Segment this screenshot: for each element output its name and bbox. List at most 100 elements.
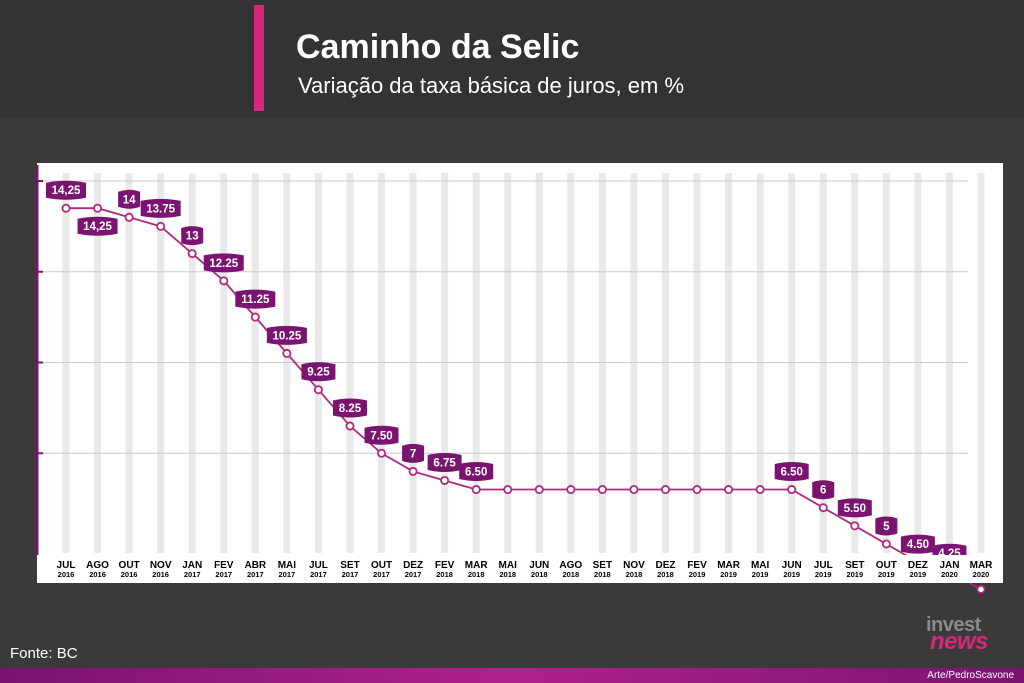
x-tick-year: 2017	[373, 570, 390, 579]
value-label-shape	[875, 516, 898, 536]
x-tick-year: 2018	[626, 570, 643, 579]
x-tick-year: 2017	[184, 570, 201, 579]
data-point	[566, 485, 576, 495]
x-tick-month: DEZ	[403, 560, 423, 571]
value-label-tag: 6.50	[774, 462, 809, 482]
value-label: 4.50	[907, 539, 929, 551]
x-tick-year: 2018	[499, 570, 516, 579]
value-label: 8.25	[339, 403, 362, 415]
value-label-tag: 9.25	[301, 362, 336, 382]
x-tick-month: AGO	[86, 560, 109, 571]
value-label-shape	[266, 325, 307, 345]
data-point	[724, 485, 734, 495]
value-label: 6.50	[780, 467, 802, 479]
value-label-tag: 7.50	[364, 425, 399, 445]
x-tick-month: ABR	[244, 560, 266, 571]
data-point	[534, 485, 544, 495]
x-tick-month: JUL	[814, 560, 833, 571]
value-label: 10.25	[272, 330, 301, 342]
chart-title: Caminho da Selic	[296, 28, 580, 66]
chart-subtitle: Variação da taxa básica de juros, em %	[298, 73, 685, 98]
data-point	[440, 475, 450, 485]
data-point	[282, 348, 292, 358]
x-tick-month: MAR	[717, 560, 741, 571]
value-label-shape	[203, 253, 244, 273]
value-label-shape	[301, 362, 336, 382]
value-label-tag: 14	[118, 189, 141, 209]
x-tick-year: 2019	[720, 570, 737, 579]
value-label: 12.25	[209, 258, 238, 270]
x-tick-year: 2019	[783, 570, 800, 579]
value-label-tag: 6.50	[459, 462, 494, 482]
x-tick-month: OUT	[119, 560, 140, 571]
value-label: 14,25	[83, 221, 112, 233]
value-label-shape	[235, 289, 276, 309]
x-tick-month: DEZ	[655, 560, 675, 571]
data-point	[408, 466, 418, 476]
x-tick-month: FEV	[214, 560, 234, 571]
value-label-tag: 12.25	[203, 253, 244, 273]
x-tick-month: JAN	[182, 560, 202, 571]
x-axis-band	[37, 555, 1003, 583]
value-label-shape	[181, 226, 204, 246]
value-label: 14	[123, 194, 136, 206]
logo-text-news: news	[930, 628, 989, 655]
art-credit: Arte/PedroScavone	[927, 670, 1014, 681]
x-tick-month: FEV	[435, 560, 455, 571]
value-label-shape	[427, 452, 462, 472]
x-tick-month: NOV	[623, 560, 645, 571]
data-point	[187, 249, 197, 259]
x-tick-year: 2019	[689, 570, 706, 579]
data-point	[345, 421, 355, 431]
data-point	[818, 503, 828, 513]
value-label-shape	[774, 462, 809, 482]
x-tick-year: 2020	[973, 570, 990, 579]
value-label-tag: 5.50	[837, 498, 872, 518]
selic-series-line	[66, 207, 982, 591]
x-tick-month: MAI	[751, 560, 770, 571]
x-tick-year: 2018	[657, 570, 674, 579]
value-label-tag: 8.25	[332, 398, 367, 418]
x-tick-year: 2020	[941, 570, 958, 579]
value-label: 6.50	[465, 467, 487, 479]
x-tick-year: 2016	[121, 570, 138, 579]
x-tick-year: 2016	[89, 570, 106, 579]
source-note: Fonte: BC	[10, 645, 78, 662]
x-tick-year: 2017	[279, 570, 296, 579]
x-tick-year: 2018	[468, 570, 485, 579]
value-label-shape	[332, 398, 367, 418]
value-label-shape	[812, 480, 835, 500]
x-tick-year: 2019	[752, 570, 769, 579]
value-label: 6.75	[433, 457, 456, 469]
value-label-shape	[837, 498, 872, 518]
x-tick-month: MAR	[970, 560, 994, 571]
x-tick-month: NOV	[150, 560, 172, 571]
x-tick-month: FEV	[687, 560, 707, 571]
x-tick-year: 2018	[594, 570, 611, 579]
x-tick-month: JUL	[57, 560, 76, 571]
x-tick-year: 2017	[247, 570, 264, 579]
value-label-shape	[459, 462, 494, 482]
value-label-shape	[118, 189, 141, 209]
x-tick-month: JUN	[529, 560, 549, 571]
x-tick-month: SET	[340, 560, 359, 571]
data-point	[377, 448, 387, 458]
header-band	[0, 0, 1024, 118]
value-label-tag: 13.75	[140, 198, 181, 218]
data-point	[597, 485, 607, 495]
x-tick-year: 2017	[342, 570, 359, 579]
x-tick-month: OUT	[876, 560, 897, 571]
x-tick-month: MAR	[465, 560, 489, 571]
value-label: 5	[883, 521, 890, 533]
title-accent-bar	[254, 5, 264, 111]
value-label-tag: 14,25	[77, 216, 118, 236]
data-point	[660, 485, 670, 495]
value-label-tag: 14,25	[46, 180, 86, 200]
value-label-shape	[140, 198, 181, 218]
x-tick-month: OUT	[371, 560, 392, 571]
x-tick-year: 2016	[152, 570, 169, 579]
x-tick-month: JUN	[782, 560, 802, 571]
data-point	[471, 485, 481, 495]
x-tick-month: MAI	[278, 560, 297, 571]
x-tick-month: SET	[593, 560, 612, 571]
